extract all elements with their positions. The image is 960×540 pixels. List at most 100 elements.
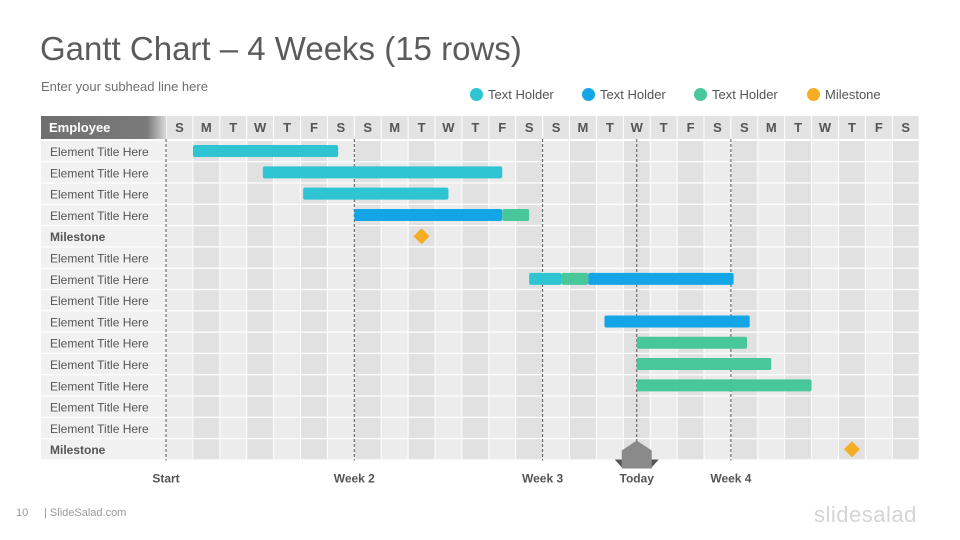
row-label-bg [41, 162, 165, 183]
day-header-cell [301, 116, 327, 139]
legend-label: Text Holder [600, 86, 666, 102]
row-label: Milestone [50, 230, 106, 244]
grid-cell [247, 268, 274, 289]
grid-cell [301, 396, 327, 417]
grid-cell [435, 332, 462, 353]
grid-cell [193, 204, 220, 225]
grid-cell [274, 268, 300, 289]
grid-cell [516, 332, 543, 353]
grid-cell [220, 183, 247, 204]
milestone-diamond [843, 441, 860, 458]
grid-cell [327, 375, 354, 396]
grid-cell [543, 204, 569, 225]
day-header-cell [596, 116, 623, 139]
grid-cell [166, 204, 193, 225]
grid-cell [704, 162, 731, 183]
grid-cell [650, 183, 677, 204]
grid-cell [327, 311, 354, 332]
day-header-label: W [819, 120, 832, 135]
grid-cell [758, 141, 785, 162]
day-header-cell [543, 116, 569, 139]
grid-cell [462, 183, 489, 204]
grid-cell [892, 290, 919, 311]
day-header-cell [274, 116, 300, 139]
grid-cell [166, 141, 193, 162]
grid-cell [892, 354, 919, 375]
grid-cell [892, 311, 919, 332]
grid-cell [327, 332, 354, 353]
grid-cell [435, 375, 462, 396]
grid-cell [812, 396, 838, 417]
grid-cell [570, 204, 596, 225]
day-header-cell [785, 116, 812, 139]
grid-cell [193, 354, 220, 375]
grid-cell [301, 332, 327, 353]
grid-cell [193, 375, 220, 396]
grid-cell [435, 290, 462, 311]
grid-cell [543, 247, 569, 268]
grid-cell [247, 183, 274, 204]
gantt-bar [636, 358, 772, 371]
grid-cell [543, 183, 569, 204]
grid-cell [839, 290, 865, 311]
grid-cell [354, 268, 381, 289]
grid-cell [570, 311, 596, 332]
grid-cell [516, 247, 543, 268]
grid-cell [462, 141, 489, 162]
day-header-label: T [283, 120, 291, 135]
grid-cell [408, 311, 435, 332]
grid-cell [354, 354, 381, 375]
grid-cell [220, 332, 247, 353]
grid-cell [462, 354, 489, 375]
grid-cell [677, 247, 704, 268]
day-header-label: F [310, 120, 318, 135]
grid-cell [408, 332, 435, 353]
row-label-bg [41, 226, 165, 247]
grid-cell [301, 311, 327, 332]
grid-cell [704, 226, 731, 247]
grid-cell [865, 141, 892, 162]
grid-cell [596, 247, 623, 268]
grid-cell [247, 247, 274, 268]
grid-cell [381, 439, 408, 460]
day-header-label: W [254, 120, 267, 135]
marker-label: Today [620, 472, 655, 486]
grid-cell [166, 396, 193, 417]
row-label-bg [41, 439, 165, 460]
grid-cell [247, 354, 274, 375]
legend-label: Milestone [825, 86, 881, 102]
grid-cell [704, 247, 731, 268]
grid-cell [247, 417, 274, 438]
row-label-bg [41, 375, 165, 396]
grid-cell [704, 183, 731, 204]
day-header-label: F [687, 120, 695, 135]
grid-cell [354, 226, 381, 247]
grid-cell [166, 439, 193, 460]
grid-cell [543, 311, 569, 332]
grid-cell [166, 332, 193, 353]
grid-cell [408, 396, 435, 417]
grid-cell [650, 204, 677, 225]
grid-cell [785, 332, 812, 353]
grid-cell [435, 268, 462, 289]
grid-cell [839, 183, 865, 204]
grid-cell [193, 332, 220, 353]
grid-cell [247, 375, 274, 396]
grid-cell [758, 311, 785, 332]
day-header-cell [677, 116, 704, 139]
row-label: Element Title Here [50, 379, 149, 393]
grid-cell [758, 439, 785, 460]
footer-brand: | SlideSalad.com [44, 507, 127, 519]
legend-dot-icon [582, 87, 595, 101]
day-header-cell [247, 116, 274, 139]
grid-cell [489, 439, 516, 460]
grid-cell [354, 247, 381, 268]
grid-cell [570, 183, 596, 204]
grid-cell [650, 226, 677, 247]
grid-cell [570, 141, 596, 162]
grid-cell [623, 183, 650, 204]
grid-cell [812, 417, 838, 438]
grid-cell [570, 396, 596, 417]
grid-cell [166, 162, 193, 183]
grid-cell [220, 375, 247, 396]
